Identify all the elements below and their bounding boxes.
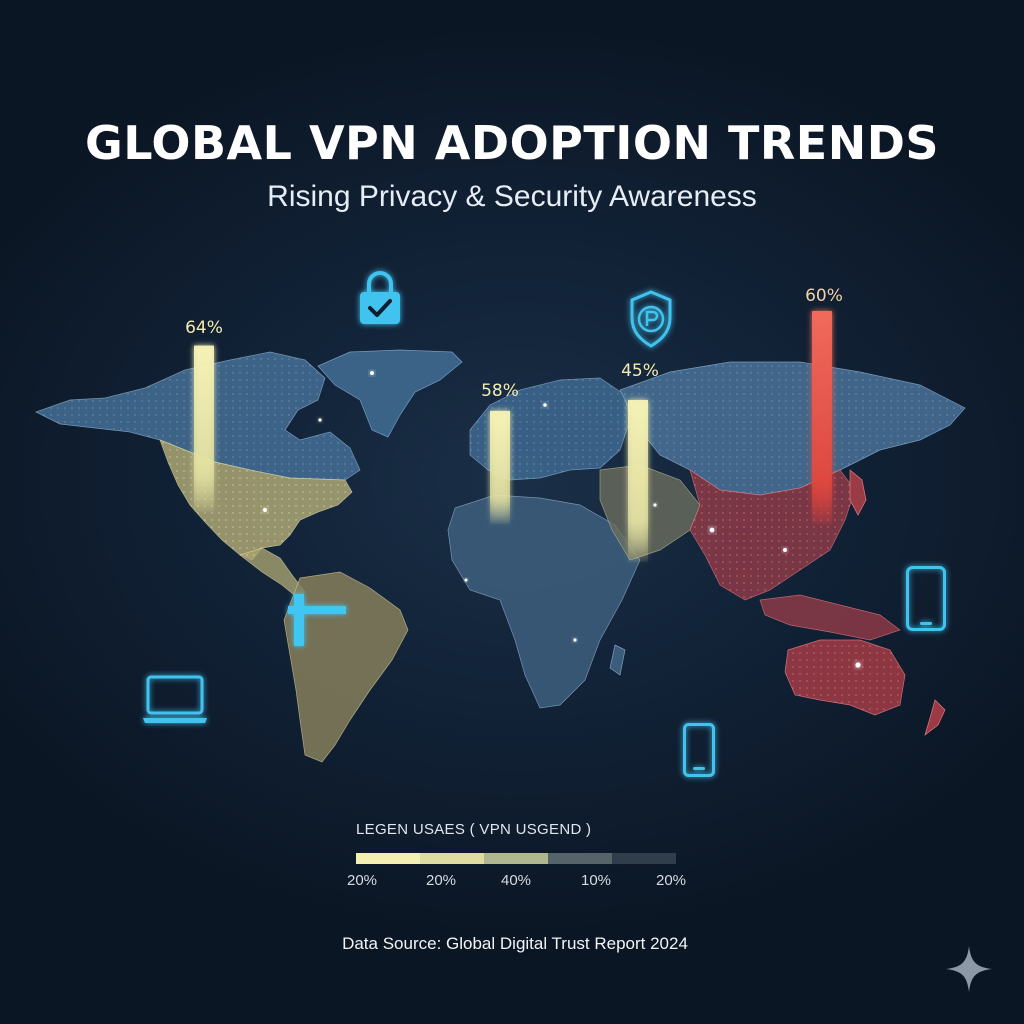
legend-tick-2: 20%: [425, 872, 457, 889]
bar-middle-east: [628, 400, 648, 562]
bar-asia-pacific: [812, 311, 832, 524]
legend-tick-3: 40%: [500, 872, 532, 889]
laptop-icon: [143, 675, 207, 723]
bar-label-middle-east: 45%: [621, 361, 659, 381]
madagascar: [609, 644, 626, 676]
greenland: [317, 349, 463, 438]
bar-north-america: [194, 345, 214, 512]
new-zealand: [924, 699, 946, 736]
bar-label-europe: 58%: [481, 381, 519, 401]
legend-tick-1: 20%: [346, 872, 378, 889]
africa: [447, 494, 641, 709]
legend-swatch-2: [420, 853, 484, 864]
data-source: Data Source: Global Digital Trust Report…: [342, 934, 688, 953]
shield-icon: [630, 290, 672, 348]
page-subtitle: Rising Privacy & Security Awareness: [267, 180, 757, 213]
page-title: GLOBAL VPN ADOPTION TRENDS: [84, 116, 940, 170]
legend-swatch-4: [548, 853, 612, 864]
bar-label-asia-pacific: 60%: [805, 286, 843, 306]
middle-east: [599, 464, 701, 561]
southeast-asia-islands: [759, 594, 901, 641]
legend-tick-5: 20%: [655, 872, 687, 889]
legend-swatch-3: [484, 853, 548, 864]
city-lights: [263, 371, 861, 668]
bar-europe: [490, 410, 510, 524]
smartphone-icon: [683, 723, 715, 777]
south-america: [283, 571, 409, 763]
tablet-icon: [906, 566, 946, 631]
legend-tick-4: 10%: [580, 872, 612, 889]
lock-icon: [360, 271, 400, 324]
cyan-marker: [288, 594, 346, 646]
legend-title: LEGEN USAES ( VPN USGEND ): [356, 821, 592, 838]
legend-swatch-5: [612, 853, 676, 864]
sparkle-icon: [946, 946, 992, 992]
legend-swatch-1: [356, 853, 420, 864]
legend-gradient: [356, 853, 676, 864]
bar-label-north-america: 64%: [185, 318, 223, 338]
